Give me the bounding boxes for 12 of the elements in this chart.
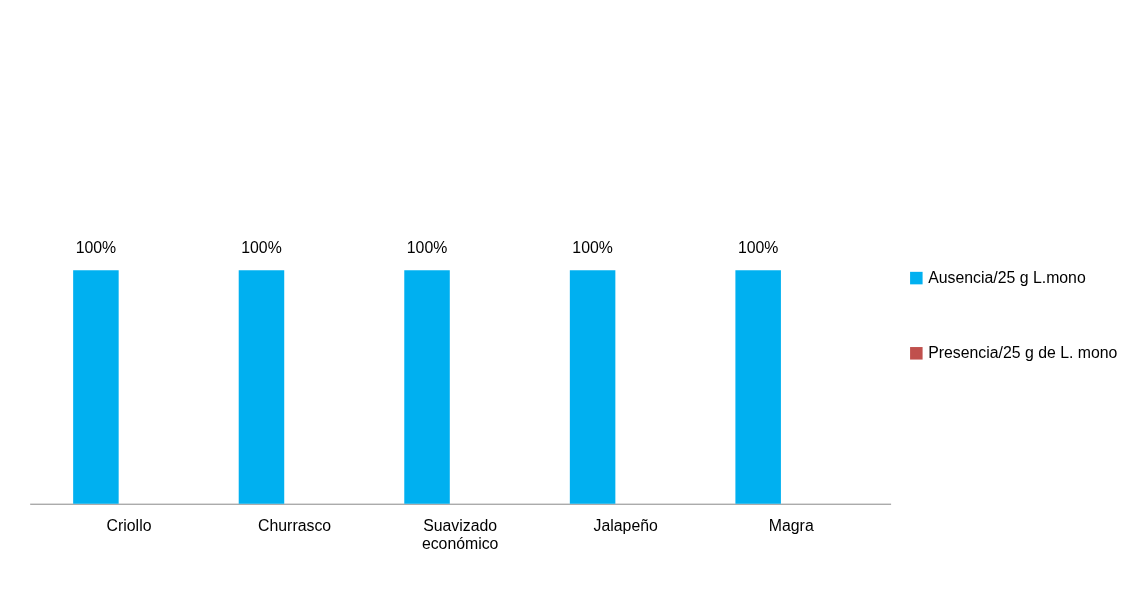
legend-label: Ausencia/25 g L.mono [928,269,1086,287]
data-label: 100% [241,239,282,257]
data-label: 100% [572,239,613,257]
data-label: 100% [737,239,779,257]
x-tick-label: Criollo [106,516,152,534]
data-label: 100% [406,239,448,257]
x-tick-label: Churrasco [258,516,332,534]
x-tick-label: Suavizado económico [421,516,499,552]
x-tick-label: Jalapeño [593,516,659,534]
x-tick-label: Magra [768,516,814,534]
data-label: 100% [75,239,117,257]
legend-label: Presencia/25 g de L. mono [928,344,1118,362]
